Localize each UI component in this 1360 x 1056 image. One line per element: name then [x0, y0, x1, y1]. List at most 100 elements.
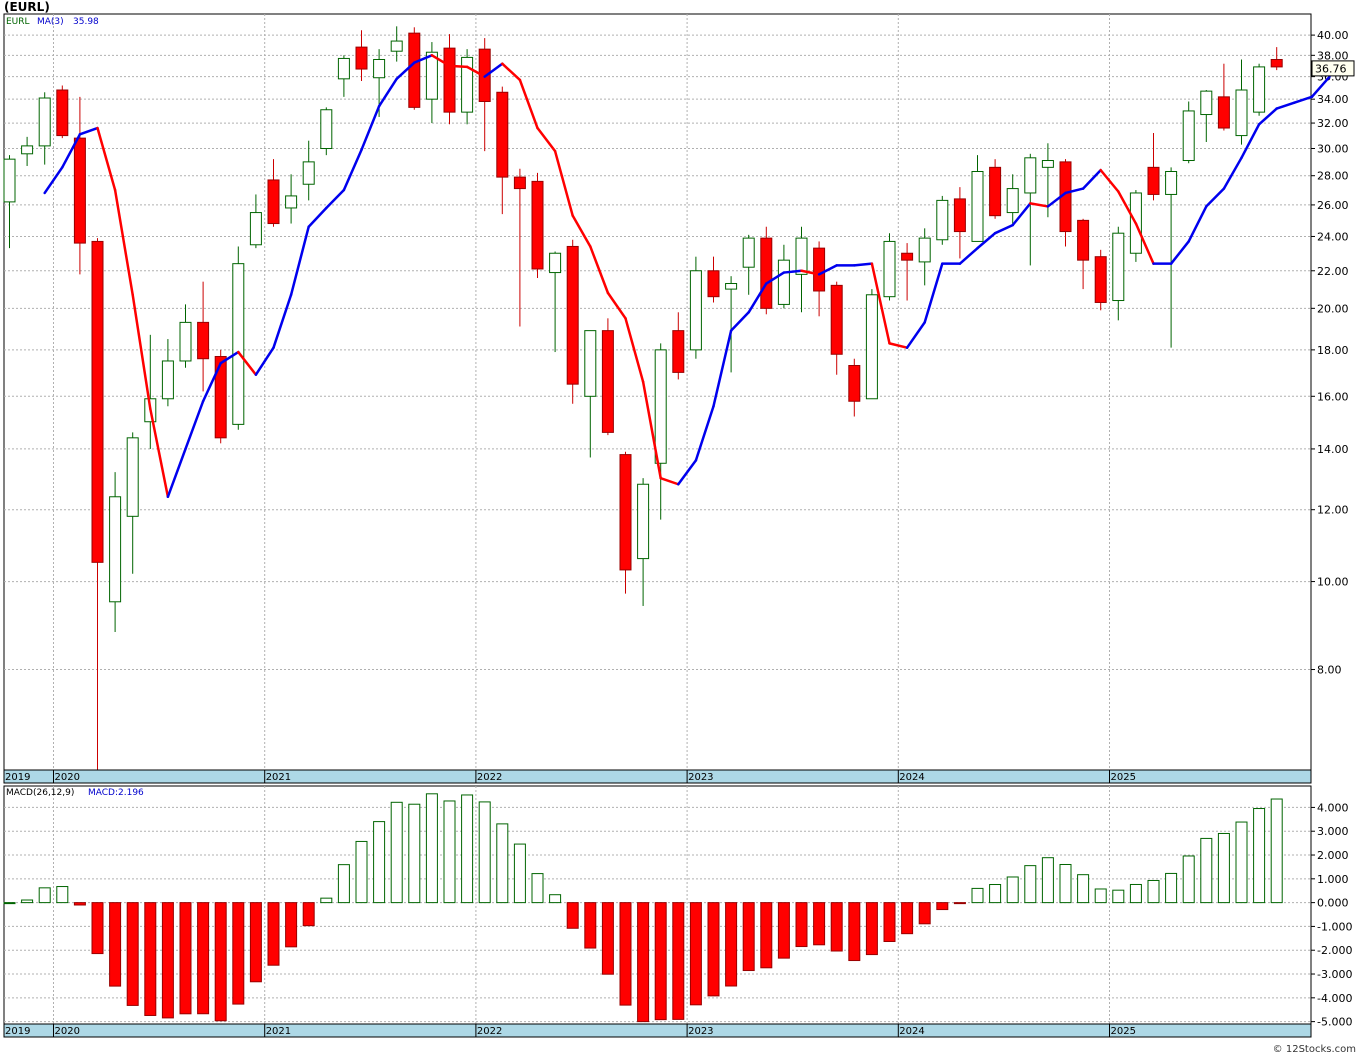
ma-segment	[1134, 222, 1155, 265]
candle-body	[355, 46, 368, 70]
macd-bar	[1077, 874, 1090, 904]
ma-segment	[254, 346, 275, 376]
candlestick-series	[3, 26, 1283, 770]
macd-bar	[654, 902, 667, 1021]
macd-bar	[584, 902, 597, 949]
macd-tick-label: -1.000	[1317, 920, 1352, 933]
macd-bar	[725, 902, 738, 987]
candle-body	[161, 360, 174, 400]
price-tick-label: 16.00	[1317, 390, 1349, 403]
macd-bar	[1094, 888, 1107, 904]
candle-body	[1270, 58, 1283, 68]
candle-body	[1182, 110, 1195, 162]
ma-segment	[905, 321, 926, 349]
macd-bar	[918, 902, 931, 925]
macd-bar	[513, 843, 526, 904]
candle-body	[707, 270, 720, 298]
ma-segment	[237, 350, 258, 376]
candle-body	[302, 161, 315, 185]
macd-tick-label: -3.000	[1317, 968, 1352, 981]
ma-segment	[694, 405, 715, 462]
candle-body	[795, 237, 808, 275]
candle-body	[654, 349, 667, 464]
x-axis-label: 2020	[55, 772, 80, 783]
macd-bar	[373, 821, 386, 904]
macd-bar	[179, 902, 192, 1015]
candle-body	[1041, 160, 1054, 168]
candle-body	[373, 58, 386, 79]
macd-bar	[1112, 889, 1125, 904]
candle-body	[267, 179, 280, 225]
ma-segment	[817, 264, 838, 276]
macd-bar	[249, 902, 262, 983]
ma-segment	[325, 188, 346, 210]
macd-legend-value: MACD:2.196	[88, 788, 144, 798]
x-axis-labels-top: 2019 2020 2021 2022 2023 2024 2025	[5, 770, 1136, 783]
macd-bar	[320, 897, 333, 904]
candle-body	[1112, 232, 1125, 302]
candle-body	[760, 237, 773, 309]
macd-bar	[197, 902, 210, 1015]
ma-segment	[870, 262, 891, 345]
price-tick-label: 10.00	[1317, 576, 1349, 589]
candle-body	[73, 137, 86, 244]
ma-segment	[1064, 187, 1085, 195]
ma-segment	[765, 271, 786, 285]
candle-body	[513, 176, 526, 190]
candle-body	[601, 330, 614, 433]
ma-segment	[800, 269, 821, 276]
ma-segment	[96, 126, 117, 192]
macd-bar	[38, 887, 51, 904]
macd-bar	[865, 902, 878, 956]
x-axis-labels-bottom: 2019 2020 2021 2022 2023 2024 2025	[5, 1024, 1136, 1037]
price-tick-label: 34.00	[1317, 93, 1349, 106]
price-tick-label: 20.00	[1317, 302, 1349, 315]
ma-segment	[307, 206, 328, 228]
macd-bar	[461, 794, 474, 904]
candle-body	[1077, 219, 1090, 261]
ma-segment	[993, 223, 1014, 235]
macd-bar	[267, 902, 280, 966]
ma-segment	[342, 148, 363, 192]
price-tick-label: 30.00	[1317, 143, 1349, 156]
candle-body	[971, 171, 984, 242]
ma-segment	[888, 342, 909, 349]
ma-segment	[958, 246, 979, 265]
x-axis-label: 2021	[266, 772, 291, 783]
candle-body	[637, 483, 650, 560]
ma-segment	[712, 329, 733, 408]
x-axis-label: 2024	[899, 1026, 924, 1037]
ma-segment	[61, 133, 82, 169]
candle-body	[901, 252, 914, 261]
macd-tick-label: 1.000	[1317, 873, 1349, 886]
candle-body	[777, 259, 790, 305]
ma-segment	[289, 225, 310, 297]
macd-bar	[496, 823, 509, 904]
macd-bar	[1041, 857, 1054, 904]
candle-body	[1165, 171, 1178, 195]
ma-segment	[501, 62, 522, 82]
ma-segment	[677, 459, 698, 486]
candle-body	[584, 330, 597, 397]
ma-segment	[536, 126, 557, 153]
macd-bar	[813, 902, 826, 946]
legend-ma-label: MA(3)	[37, 17, 64, 27]
ma-segment	[395, 61, 416, 81]
candle-body	[249, 212, 262, 246]
candle-body	[672, 330, 685, 373]
candle-body	[285, 195, 298, 209]
macd-tick-label: -2.000	[1317, 944, 1352, 957]
macd-bar	[1024, 865, 1037, 904]
candle-body	[848, 365, 861, 402]
ma-segment	[131, 293, 152, 411]
ma-segment	[1081, 168, 1102, 190]
macd-axis-ticks: -5.000 -4.000 -3.000 -2.000 -1.000 0.000 1.000…	[1311, 801, 1352, 1029]
ma-segment	[184, 400, 205, 451]
candle-body	[1006, 188, 1019, 214]
macd-bar	[144, 902, 157, 1016]
ma-segment	[201, 361, 222, 403]
macd-bar	[337, 864, 350, 904]
macd-bar	[672, 902, 685, 1020]
macd-bar	[56, 886, 69, 904]
ma-segment	[1046, 191, 1067, 208]
